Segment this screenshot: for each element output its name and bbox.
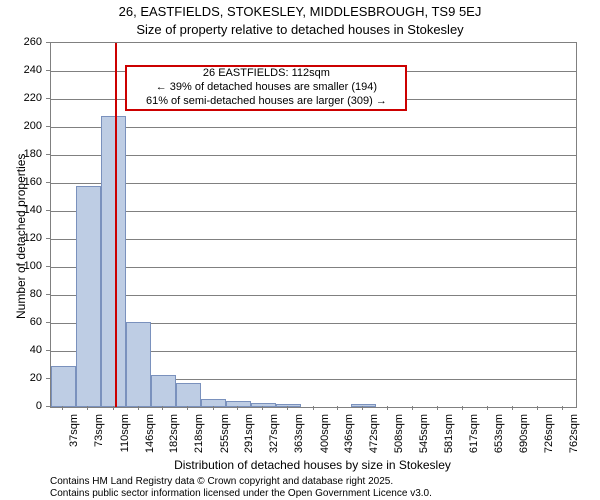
histogram-chart: 26, EASTFIELDS, STOKESLEY, MIDDLESBROUGH… — [0, 0, 600, 500]
y-tick-mark — [46, 210, 50, 211]
gridline — [51, 295, 576, 296]
bar — [226, 401, 251, 407]
x-tick-mark — [512, 406, 513, 410]
x-tick-label: 37sqm — [68, 414, 80, 460]
bar — [76, 186, 101, 407]
y-tick-mark — [46, 406, 50, 407]
x-tick-label: 581sqm — [443, 414, 455, 460]
attribution-1: Contains HM Land Registry data © Crown c… — [50, 476, 393, 487]
x-tick-label: 508sqm — [393, 414, 405, 460]
x-tick-label: 726sqm — [543, 414, 555, 460]
y-tick-mark — [46, 350, 50, 351]
x-tick-mark — [387, 406, 388, 410]
x-tick-mark — [537, 406, 538, 410]
x-tick-mark — [187, 406, 188, 410]
x-tick-mark — [437, 406, 438, 410]
x-tick-mark — [562, 406, 563, 410]
x-tick-label: 690sqm — [518, 414, 530, 460]
x-tick-label: 110sqm — [119, 414, 131, 460]
gridline — [51, 211, 576, 212]
y-tick-mark — [46, 154, 50, 155]
y-tick-label: 260 — [24, 36, 42, 48]
gridline — [51, 155, 576, 156]
plot-area: 26 EASTFIELDS: 112sqm← 39% of detached h… — [50, 42, 577, 408]
y-tick-mark — [46, 266, 50, 267]
x-tick-mark — [262, 406, 263, 410]
gridline — [51, 127, 576, 128]
bar — [51, 366, 76, 407]
x-axis-label: Distribution of detached houses by size … — [50, 458, 575, 472]
y-tick-label: 40 — [30, 344, 42, 356]
x-tick-label: 218sqm — [193, 414, 205, 460]
gridline — [51, 183, 576, 184]
y-tick-mark — [46, 294, 50, 295]
x-tick-mark — [138, 406, 139, 410]
x-tick-mark — [113, 406, 114, 410]
y-tick-mark — [46, 126, 50, 127]
y-tick-label: 200 — [24, 120, 42, 132]
bar — [101, 116, 126, 407]
x-tick-mark — [287, 406, 288, 410]
x-tick-mark — [337, 406, 338, 410]
x-tick-mark — [462, 406, 463, 410]
x-tick-mark — [87, 406, 88, 410]
x-tick-label: 73sqm — [93, 414, 105, 460]
annotation-line-1: 26 EASTFIELDS: 112sqm — [129, 67, 403, 81]
y-tick-label: 0 — [36, 400, 42, 412]
x-tick-label: 400sqm — [319, 414, 331, 460]
x-tick-mark — [362, 406, 363, 410]
y-tick-label: 80 — [30, 288, 42, 300]
x-tick-label: 182sqm — [168, 414, 180, 460]
y-tick-label: 60 — [30, 316, 42, 328]
attribution-2: Contains public sector information licen… — [50, 488, 432, 499]
annotation-line-2: ← 39% of detached houses are smaller (19… — [129, 81, 403, 95]
x-tick-label: 255sqm — [219, 414, 231, 460]
y-tick-label: 240 — [24, 64, 42, 76]
x-tick-label: 472sqm — [368, 414, 380, 460]
bar — [126, 322, 151, 407]
bar — [276, 404, 301, 407]
x-tick-label: 363sqm — [293, 414, 305, 460]
marker-line — [115, 43, 117, 407]
bar — [151, 375, 176, 407]
y-tick-label: 20 — [30, 372, 42, 384]
bar — [351, 404, 376, 407]
x-tick-mark — [62, 406, 63, 410]
x-tick-label: 653sqm — [493, 414, 505, 460]
x-tick-label: 545sqm — [418, 414, 430, 460]
annotation-line-3: 61% of semi-detached houses are larger (… — [129, 95, 403, 109]
y-tick-mark — [46, 98, 50, 99]
x-tick-mark — [213, 406, 214, 410]
x-tick-mark — [237, 406, 238, 410]
x-tick-label: 762sqm — [568, 414, 580, 460]
annotation-box: 26 EASTFIELDS: 112sqm← 39% of detached h… — [125, 65, 407, 110]
x-tick-label: 327sqm — [268, 414, 280, 460]
x-tick-label: 436sqm — [343, 414, 355, 460]
y-tick-mark — [46, 70, 50, 71]
x-tick-label: 146sqm — [144, 414, 156, 460]
x-tick-mark — [412, 406, 413, 410]
chart-title-1: 26, EASTFIELDS, STOKESLEY, MIDDLESBROUGH… — [0, 4, 600, 19]
chart-title-2: Size of property relative to detached ho… — [0, 22, 600, 37]
bar — [176, 383, 201, 407]
y-tick-mark — [46, 378, 50, 379]
x-tick-mark — [313, 406, 314, 410]
x-tick-label: 291sqm — [243, 414, 255, 460]
x-tick-mark — [162, 406, 163, 410]
x-tick-label: 617sqm — [468, 414, 480, 460]
gridline — [51, 239, 576, 240]
y-tick-mark — [46, 42, 50, 43]
y-axis-label: Number of detached properties — [14, 154, 28, 319]
y-tick-mark — [46, 182, 50, 183]
y-tick-label: 220 — [24, 92, 42, 104]
gridline — [51, 267, 576, 268]
y-tick-mark — [46, 238, 50, 239]
y-tick-mark — [46, 322, 50, 323]
x-tick-mark — [487, 406, 488, 410]
